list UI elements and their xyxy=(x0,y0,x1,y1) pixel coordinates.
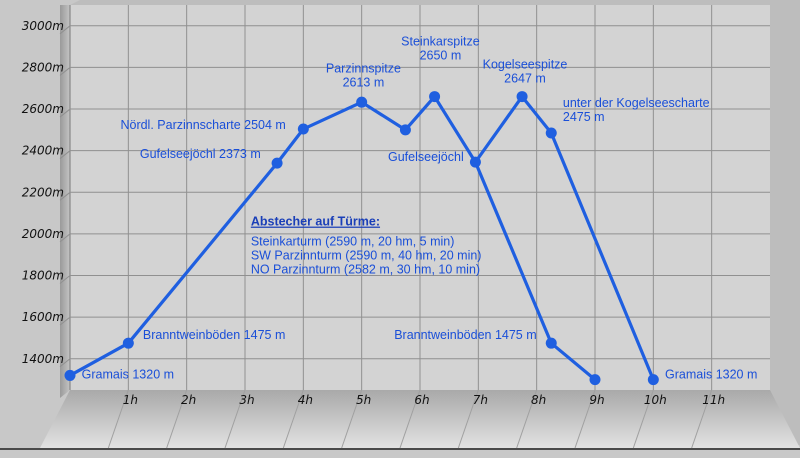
point-label: Gufelseejöchl 2373 m xyxy=(140,147,261,161)
point-label: Branntweinböden 1475 m xyxy=(394,328,536,342)
point-label-line: Gufelseejöchl 2373 m xyxy=(140,147,261,161)
data-point xyxy=(516,91,528,103)
x-tick-label: 5h xyxy=(356,393,371,407)
point-label-line: Steinkarspitze xyxy=(401,35,480,49)
point-label-line: unter der Kogelseescharte xyxy=(563,96,710,110)
y-tick-label: 2800m xyxy=(22,60,64,74)
x-tick-label: 9h xyxy=(589,393,604,407)
y-tick-label: 2000m xyxy=(22,227,64,241)
y-tick-label: 1400m xyxy=(22,352,64,366)
point-label-line: Gufelseejöchl xyxy=(388,150,464,164)
point-label-line: Kogelseespitze xyxy=(483,57,568,71)
y-tick-label: 2400m xyxy=(22,144,64,158)
note-title: Abstecher auf Türme: xyxy=(251,215,380,229)
floor-grid-line xyxy=(516,389,538,449)
y-tick-label: 1800m xyxy=(22,269,64,283)
point-label-line: Branntweinböden 1475 m xyxy=(143,328,285,342)
wall-grid-line xyxy=(59,150,71,160)
note-line: NO Parzinnturm (2582 m, 30 hm, 10 min) xyxy=(251,263,480,277)
data-point xyxy=(545,127,557,139)
y-tick-label: 1600m xyxy=(22,310,64,324)
point-label-line: 2613 m xyxy=(343,76,385,90)
point-label-line: Gramais 1320 m xyxy=(82,368,174,382)
point-label: Gramais 1320 m xyxy=(665,368,757,382)
data-point xyxy=(122,337,134,349)
wall-grid-line xyxy=(59,233,71,243)
x-tick-label: 1h xyxy=(123,393,138,407)
point-label-line: 2650 m xyxy=(420,49,462,63)
data-points xyxy=(64,91,659,386)
floor-grid-line xyxy=(457,389,479,449)
series-line xyxy=(473,94,655,382)
point-label: Parzinnspitze 2613 m xyxy=(326,62,401,90)
x-tick-label: 2h xyxy=(181,393,196,407)
wall-grid-line xyxy=(59,25,71,35)
wall-grid-line xyxy=(59,191,71,201)
x-tick-label: 11h xyxy=(702,393,725,407)
point-label: Branntweinböden 1475 m xyxy=(143,328,285,342)
point-label-line: 2647 m xyxy=(504,71,546,85)
x-tick-label: 10h xyxy=(644,393,667,407)
wall-grid-line xyxy=(59,316,71,326)
data-point xyxy=(399,124,411,136)
data-point xyxy=(545,337,557,349)
point-label-line: Parzinnspitze xyxy=(326,62,401,76)
x-tick-label: 7h xyxy=(473,393,488,407)
data-point xyxy=(297,123,309,135)
wall-grid-line xyxy=(59,358,71,368)
floor-grid-line xyxy=(574,389,596,449)
data-point xyxy=(429,91,441,103)
point-label: Gramais 1320 m xyxy=(82,368,174,382)
wall-grid-line xyxy=(59,108,71,118)
point-label: unter der Kogelseescharte 2475 m xyxy=(563,96,710,124)
floor-grid-line xyxy=(282,389,304,449)
floor-grid-line xyxy=(632,389,654,449)
y-tick-label: 2200m xyxy=(22,185,64,199)
point-label: Nördl. Parzinnscharte 2504 m xyxy=(120,118,285,132)
x-tick-label: 4h xyxy=(298,393,313,407)
axis-ticks: 1h 2h 3h 4h 5h 6h 7h 8h 9h 10h 11h 1400m 1600m 1800m 2… xyxy=(22,19,725,407)
data-point xyxy=(356,96,368,108)
floor-grid-line xyxy=(224,389,246,449)
x-tick-label: 6h xyxy=(414,393,429,407)
data-point xyxy=(589,374,601,386)
floor-grid-line xyxy=(341,389,363,449)
data-point xyxy=(469,156,481,168)
note-line: SW Parzinnturm (2590 m, 40 hm, 20 min) xyxy=(251,249,482,263)
series-line xyxy=(68,94,597,382)
grid xyxy=(59,5,770,449)
point-label: Steinkarspitze 2650 m xyxy=(401,35,480,63)
x-tick-label: 8h xyxy=(531,393,546,407)
data-point xyxy=(271,157,283,169)
y-tick-label: 3000m xyxy=(22,19,64,33)
wall-grid-line xyxy=(59,67,71,76)
data-point xyxy=(647,374,659,386)
side-trip-note: Abstecher auf Türme: Steinkarturm (2590 m… xyxy=(251,215,482,277)
point-label: Gufelseejöchl xyxy=(388,150,464,164)
point-label-line: Gramais 1320 m xyxy=(665,368,757,382)
point-label-line: Nördl. Parzinnscharte 2504 m xyxy=(120,118,285,132)
data-point xyxy=(64,369,76,381)
floor-grid-line xyxy=(166,389,188,449)
floor-grid-line xyxy=(691,389,713,449)
point-label-line: Branntweinböden 1475 m xyxy=(394,328,536,342)
wall-grid-line xyxy=(59,275,71,284)
series-lines xyxy=(68,94,655,382)
annotations: Gramais 1320 m Branntweinböden 1475 m Gufe… xyxy=(82,35,758,382)
point-label-line: 2475 m xyxy=(563,110,605,124)
chart-background-top xyxy=(0,0,10,5)
chart-left-wall xyxy=(60,5,70,398)
floor-grid-line xyxy=(107,389,129,449)
note-line: Steinkarturm (2590 m, 20 hm, 5 min) xyxy=(251,235,455,249)
point-label: Kogelseespitze 2647 m xyxy=(483,57,568,85)
floor-grid-line xyxy=(399,389,421,449)
y-tick-label: 2600m xyxy=(22,102,64,116)
x-tick-label: 3h xyxy=(239,393,254,407)
